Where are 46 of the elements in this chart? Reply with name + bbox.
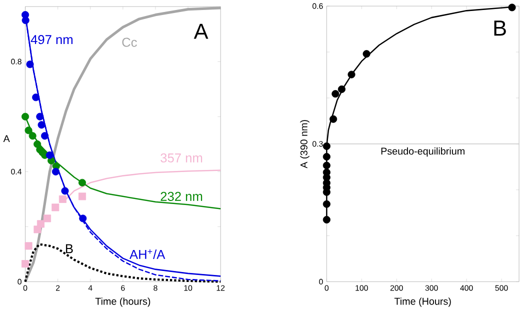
- point: [78, 178, 86, 186]
- point: [43, 214, 52, 222]
- point: [38, 120, 46, 128]
- series-label: 357 nm: [160, 153, 202, 162]
- point: [24, 242, 32, 250]
- point: [348, 70, 356, 78]
- point: [78, 192, 86, 200]
- point: [322, 162, 330, 170]
- series-label: Cc: [122, 38, 137, 47]
- point: [46, 151, 54, 159]
- x-axis-title: Time (Hours): [394, 297, 451, 307]
- point: [322, 216, 330, 224]
- point: [41, 132, 49, 140]
- series-label: B: [66, 244, 73, 253]
- point: [26, 60, 34, 68]
- point: [362, 50, 370, 58]
- point: [58, 195, 66, 203]
- annotation: B: [494, 20, 506, 36]
- point: [61, 186, 69, 195]
- point: [322, 200, 330, 208]
- y-axis-title: A (390 nm): [300, 120, 310, 168]
- point: [22, 16, 30, 24]
- point: [34, 140, 42, 148]
- point: [22, 260, 30, 268]
- annotation: A: [194, 24, 208, 39]
- point: [332, 90, 340, 98]
- point: [22, 112, 30, 120]
- point: [79, 214, 87, 222]
- series-label: 497 nm: [30, 34, 72, 44]
- point: [24, 126, 32, 134]
- point: [338, 85, 346, 93]
- point: [36, 220, 45, 228]
- point: [28, 132, 36, 140]
- point: [52, 168, 60, 176]
- series-label: 232 nm: [160, 192, 202, 201]
- point: [32, 93, 40, 101]
- x-axis-title: Time (hours): [95, 297, 150, 307]
- ref-line-label: Pseudo-equilibrium: [381, 147, 464, 156]
- series-label: AH$^{+}$/A: [130, 249, 166, 259]
- point: [322, 142, 330, 150]
- point: [330, 115, 338, 123]
- point: [322, 152, 330, 160]
- point: [36, 112, 44, 120]
- y-axis-title: A: [3, 135, 10, 142]
- point: [52, 203, 60, 212]
- point: [322, 168, 330, 176]
